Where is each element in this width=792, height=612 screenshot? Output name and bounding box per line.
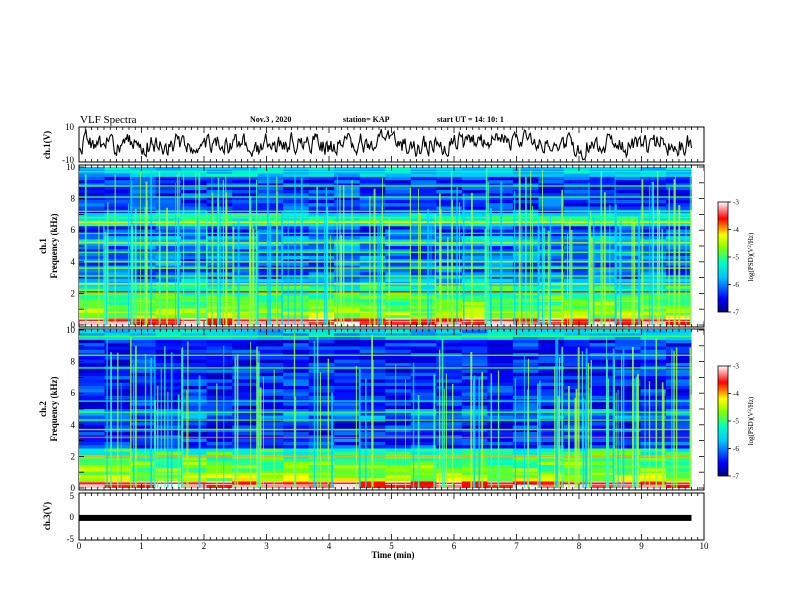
ch3-ytick-bottom: -5 xyxy=(67,534,75,544)
x-tick-label: 6 xyxy=(452,541,457,551)
x-tick-label: 5 xyxy=(389,541,394,551)
x-tick-label: 4 xyxy=(327,541,332,551)
spectrogram-ytick-label: 6 xyxy=(71,225,76,235)
ch1-waveform-ylabel: ch.1(V) xyxy=(42,131,52,159)
ch3-waveform-ticks xyxy=(78,493,705,540)
ch3-ytick-top: 5 xyxy=(70,491,75,501)
ch1-spectrogram-ylabel-channel: ch.1 xyxy=(38,238,48,254)
x-tick-label: 1 xyxy=(139,541,144,551)
chart-title: VLF Spectra xyxy=(80,114,137,126)
colorbar-tick-label: -6 xyxy=(733,445,739,453)
ch3-waveform-line xyxy=(79,514,692,521)
spectrogram-ytick-label: 10 xyxy=(66,162,76,172)
colorbar-tick-label: -3 xyxy=(733,199,739,207)
colorbar-tick-label: -4 xyxy=(733,226,739,234)
colorbar-tick-label: -7 xyxy=(733,473,739,481)
colorbar-tick-label: -7 xyxy=(733,309,739,317)
ch1-spectrogram-panel: 0 2 4 6 8 10 ch.1 Frequency (kHz) xyxy=(38,162,705,330)
ch1-spectrogram-ytick-labels: 0 2 4 6 8 10 xyxy=(66,162,76,330)
ch1-ytick-top: 10 xyxy=(65,122,75,132)
x-tick-label: 9 xyxy=(639,541,644,551)
ch1-spectrogram-image xyxy=(79,167,704,325)
colorbar-tick-label: -3 xyxy=(733,363,739,371)
spectrogram-ytick-label: 2 xyxy=(71,451,76,461)
x-tick-label: 10 xyxy=(700,541,710,551)
ch1-spectrogram-ylabel-frequency: Frequency (kHz) xyxy=(49,213,59,278)
ch2-spectrogram-ylabel-channel: ch.2 xyxy=(38,401,48,417)
spectrogram-ytick-label: 8 xyxy=(71,357,76,367)
colorbar-tick-label: -6 xyxy=(733,281,739,289)
ch2-colorbar-label: log(PSD)(V2/Hz) xyxy=(747,396,755,445)
colorbar-tick-label: -5 xyxy=(733,254,739,262)
x-tick-label: 2 xyxy=(202,541,207,551)
start-time-label: start UT = 14: 10: 1 xyxy=(437,115,504,124)
spectrogram-ytick-label: 10 xyxy=(66,325,76,335)
colorbar-tick-label: -5 xyxy=(733,418,739,426)
ch2-spectrogram-image xyxy=(79,330,704,488)
ch2-spectrogram-ticks xyxy=(78,329,705,490)
ch2-spectrogram-ylabel-frequency: Frequency (kHz) xyxy=(49,376,59,441)
ch3-waveform-panel: 5 0 -5 ch.3(V) xyxy=(42,491,705,544)
x-tick-label: 8 xyxy=(577,541,582,551)
ch2-colorbar-ticks: -3 -4 -5 -6 -7 xyxy=(728,363,739,481)
spectrogram-ytick-label: 4 xyxy=(71,257,76,267)
ch2-spectrogram-panel: 0 2 4 6 8 10 ch.2 Frequency (kHz) xyxy=(38,325,705,493)
x-tick-label: 7 xyxy=(514,541,519,551)
x-tick-label: 0 xyxy=(77,541,82,551)
ch2-colorbar: -3 -4 -5 -6 -7 log(PSD)(V2/Hz) xyxy=(717,363,755,481)
ch1-ytick-bottom: -10 xyxy=(62,155,74,165)
x-axis-label: Time (min) xyxy=(371,550,414,560)
ch3-ytick-mid: 0 xyxy=(70,512,75,522)
spectrogram-ytick-label: 8 xyxy=(71,194,76,204)
ch1-spectrogram-ticks xyxy=(78,165,705,327)
colorbar-tick-label: -4 xyxy=(733,390,739,398)
x-axis-tick-labels: 0 1 2 3 4 5 6 7 8 9 10 xyxy=(77,541,709,551)
ch1-colorbar-ticks: -3 -4 -5 -6 -7 xyxy=(728,199,739,317)
ch1-colorbar-label: log(PSD)(V2/Hz) xyxy=(747,232,755,281)
ch1-waveform-line xyxy=(78,129,693,161)
x-tick-label: 3 xyxy=(264,541,269,551)
ch2-spectrogram-ytick-labels: 0 2 4 6 8 10 xyxy=(66,325,76,493)
ch3-waveform-ylabel: ch.3(V) xyxy=(42,502,52,530)
spectrogram-ytick-label: 4 xyxy=(71,420,76,430)
spectrogram-ytick-label: 0 xyxy=(71,483,76,493)
spectrogram-ytick-label: 6 xyxy=(71,388,76,398)
station-label: station= KAP xyxy=(343,115,390,124)
ch1-colorbar-gradient xyxy=(717,201,729,313)
ch1-colorbar: -3 -4 -5 -6 -7 log(PSD)(V2/Hz) xyxy=(717,199,755,317)
date-label: Nov.3 , 2020 xyxy=(250,115,291,124)
ch1-waveform-panel: 10 -10 ch.1(V) xyxy=(42,122,705,165)
ch2-colorbar-gradient xyxy=(717,365,729,477)
spectrogram-ytick-label: 0 xyxy=(71,320,76,330)
ch1-waveform-ticks xyxy=(78,127,705,162)
spectrogram-ytick-label: 2 xyxy=(71,288,76,298)
